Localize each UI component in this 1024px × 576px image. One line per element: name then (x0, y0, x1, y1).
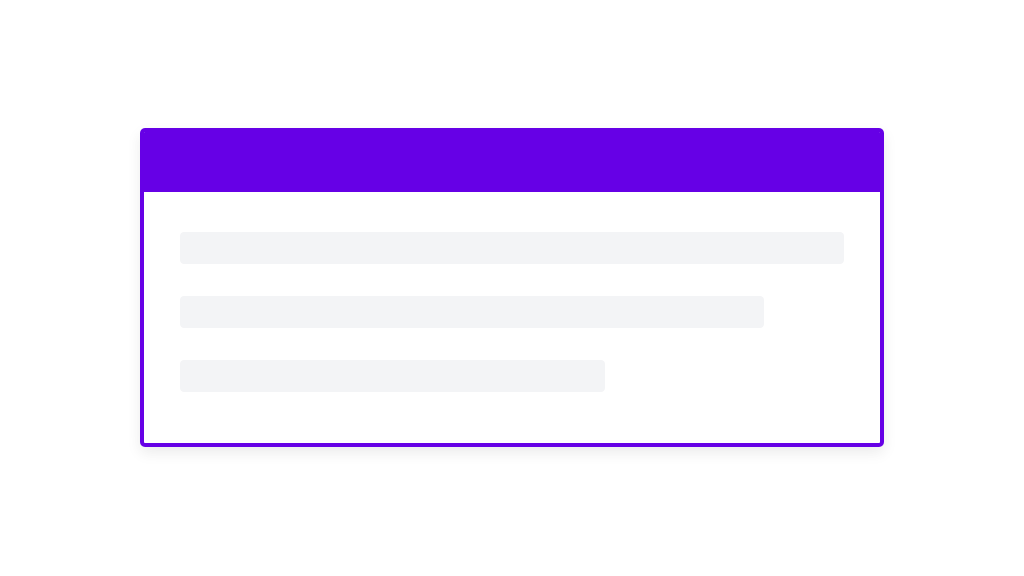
card-header (144, 132, 880, 192)
loading-card (140, 128, 884, 447)
skeleton-line (180, 296, 764, 328)
skeleton-line (180, 360, 605, 392)
skeleton-line (180, 232, 844, 264)
